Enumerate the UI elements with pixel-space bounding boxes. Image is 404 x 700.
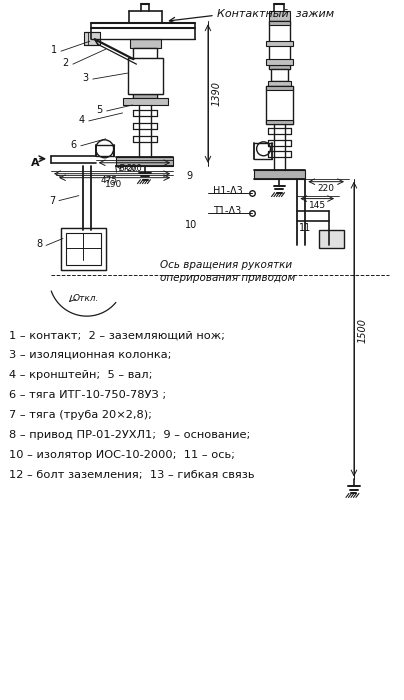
Bar: [271, 69, 288, 81]
Text: 3: 3: [83, 73, 89, 83]
Text: Контактный  зажим: Контактный зажим: [217, 9, 334, 20]
Text: 200: 200: [126, 164, 142, 173]
Text: 190: 190: [105, 180, 122, 189]
Bar: [122, 98, 168, 105]
Text: Вкл.: Вкл.: [119, 164, 139, 173]
Text: 2: 2: [63, 58, 69, 68]
Bar: [254, 169, 305, 178]
Bar: [265, 86, 293, 90]
Bar: [269, 65, 290, 69]
Text: 1500: 1500: [358, 318, 368, 342]
Text: 7 – тяга (труба 20×2,8);: 7 – тяга (труба 20×2,8);: [9, 410, 152, 420]
Text: 12 – болт заземления;  13 – гибкая связь: 12 – болт заземления; 13 – гибкая связь: [9, 470, 255, 480]
Text: 10 – изолятор ИОС-10-2000;  11 – ось;: 10 – изолятор ИОС-10-2000; 11 – ось;: [9, 449, 236, 460]
Bar: [128, 58, 163, 63]
Bar: [265, 41, 293, 46]
Bar: [265, 86, 293, 124]
Bar: [133, 48, 157, 52]
Bar: [267, 81, 291, 86]
Bar: [133, 48, 157, 98]
Text: 4 – кронштейн;  5 – вал;: 4 – кронштейн; 5 – вал;: [9, 370, 153, 380]
Bar: [84, 32, 100, 46]
Text: 3 – изоляционная колонка;: 3 – изоляционная колонка;: [9, 350, 172, 360]
Text: 7: 7: [49, 195, 55, 206]
Bar: [269, 21, 290, 25]
Bar: [66, 234, 101, 265]
Text: 6 – тяга ИТГ-10-750-78УЗ ;: 6 – тяга ИТГ-10-750-78УЗ ;: [9, 390, 166, 400]
Text: 4: 4: [79, 115, 85, 125]
Text: Ось вращения рукоятки: Ось вращения рукоятки: [160, 260, 292, 270]
Bar: [319, 230, 344, 248]
Text: 1: 1: [51, 46, 57, 55]
Text: оперирования приводом: оперирования приводом: [160, 273, 296, 284]
Bar: [265, 60, 293, 65]
Text: H1-Δ3: H1-Δ3: [213, 186, 243, 195]
Bar: [269, 11, 290, 21]
Text: 9: 9: [186, 171, 192, 181]
Bar: [61, 228, 106, 270]
Text: 5: 5: [97, 105, 103, 115]
Text: Откл.: Откл.: [73, 294, 99, 302]
Text: T1-Δ3: T1-Δ3: [213, 206, 241, 216]
Text: 220: 220: [318, 184, 335, 193]
Bar: [130, 39, 161, 48]
Text: 6: 6: [71, 140, 77, 150]
Text: 8 – привод ПР-01-2УХЛ1;  9 – основание;: 8 – привод ПР-01-2УХЛ1; 9 – основание;: [9, 430, 251, 440]
Text: 10: 10: [185, 220, 198, 230]
Bar: [128, 58, 163, 94]
Text: 8: 8: [36, 239, 42, 249]
Text: 475: 475: [100, 176, 117, 186]
Bar: [133, 94, 157, 98]
Text: 145: 145: [309, 201, 326, 210]
Text: 11: 11: [299, 223, 311, 234]
Bar: [265, 120, 293, 124]
Text: A: A: [31, 158, 40, 168]
Bar: [128, 89, 163, 94]
Bar: [61, 228, 106, 270]
Bar: [269, 21, 290, 69]
Text: 1 – контакт;  2 – заземляющий нож;: 1 – контакт; 2 – заземляющий нож;: [9, 330, 225, 340]
Text: 1390: 1390: [212, 80, 222, 106]
Bar: [116, 157, 173, 166]
